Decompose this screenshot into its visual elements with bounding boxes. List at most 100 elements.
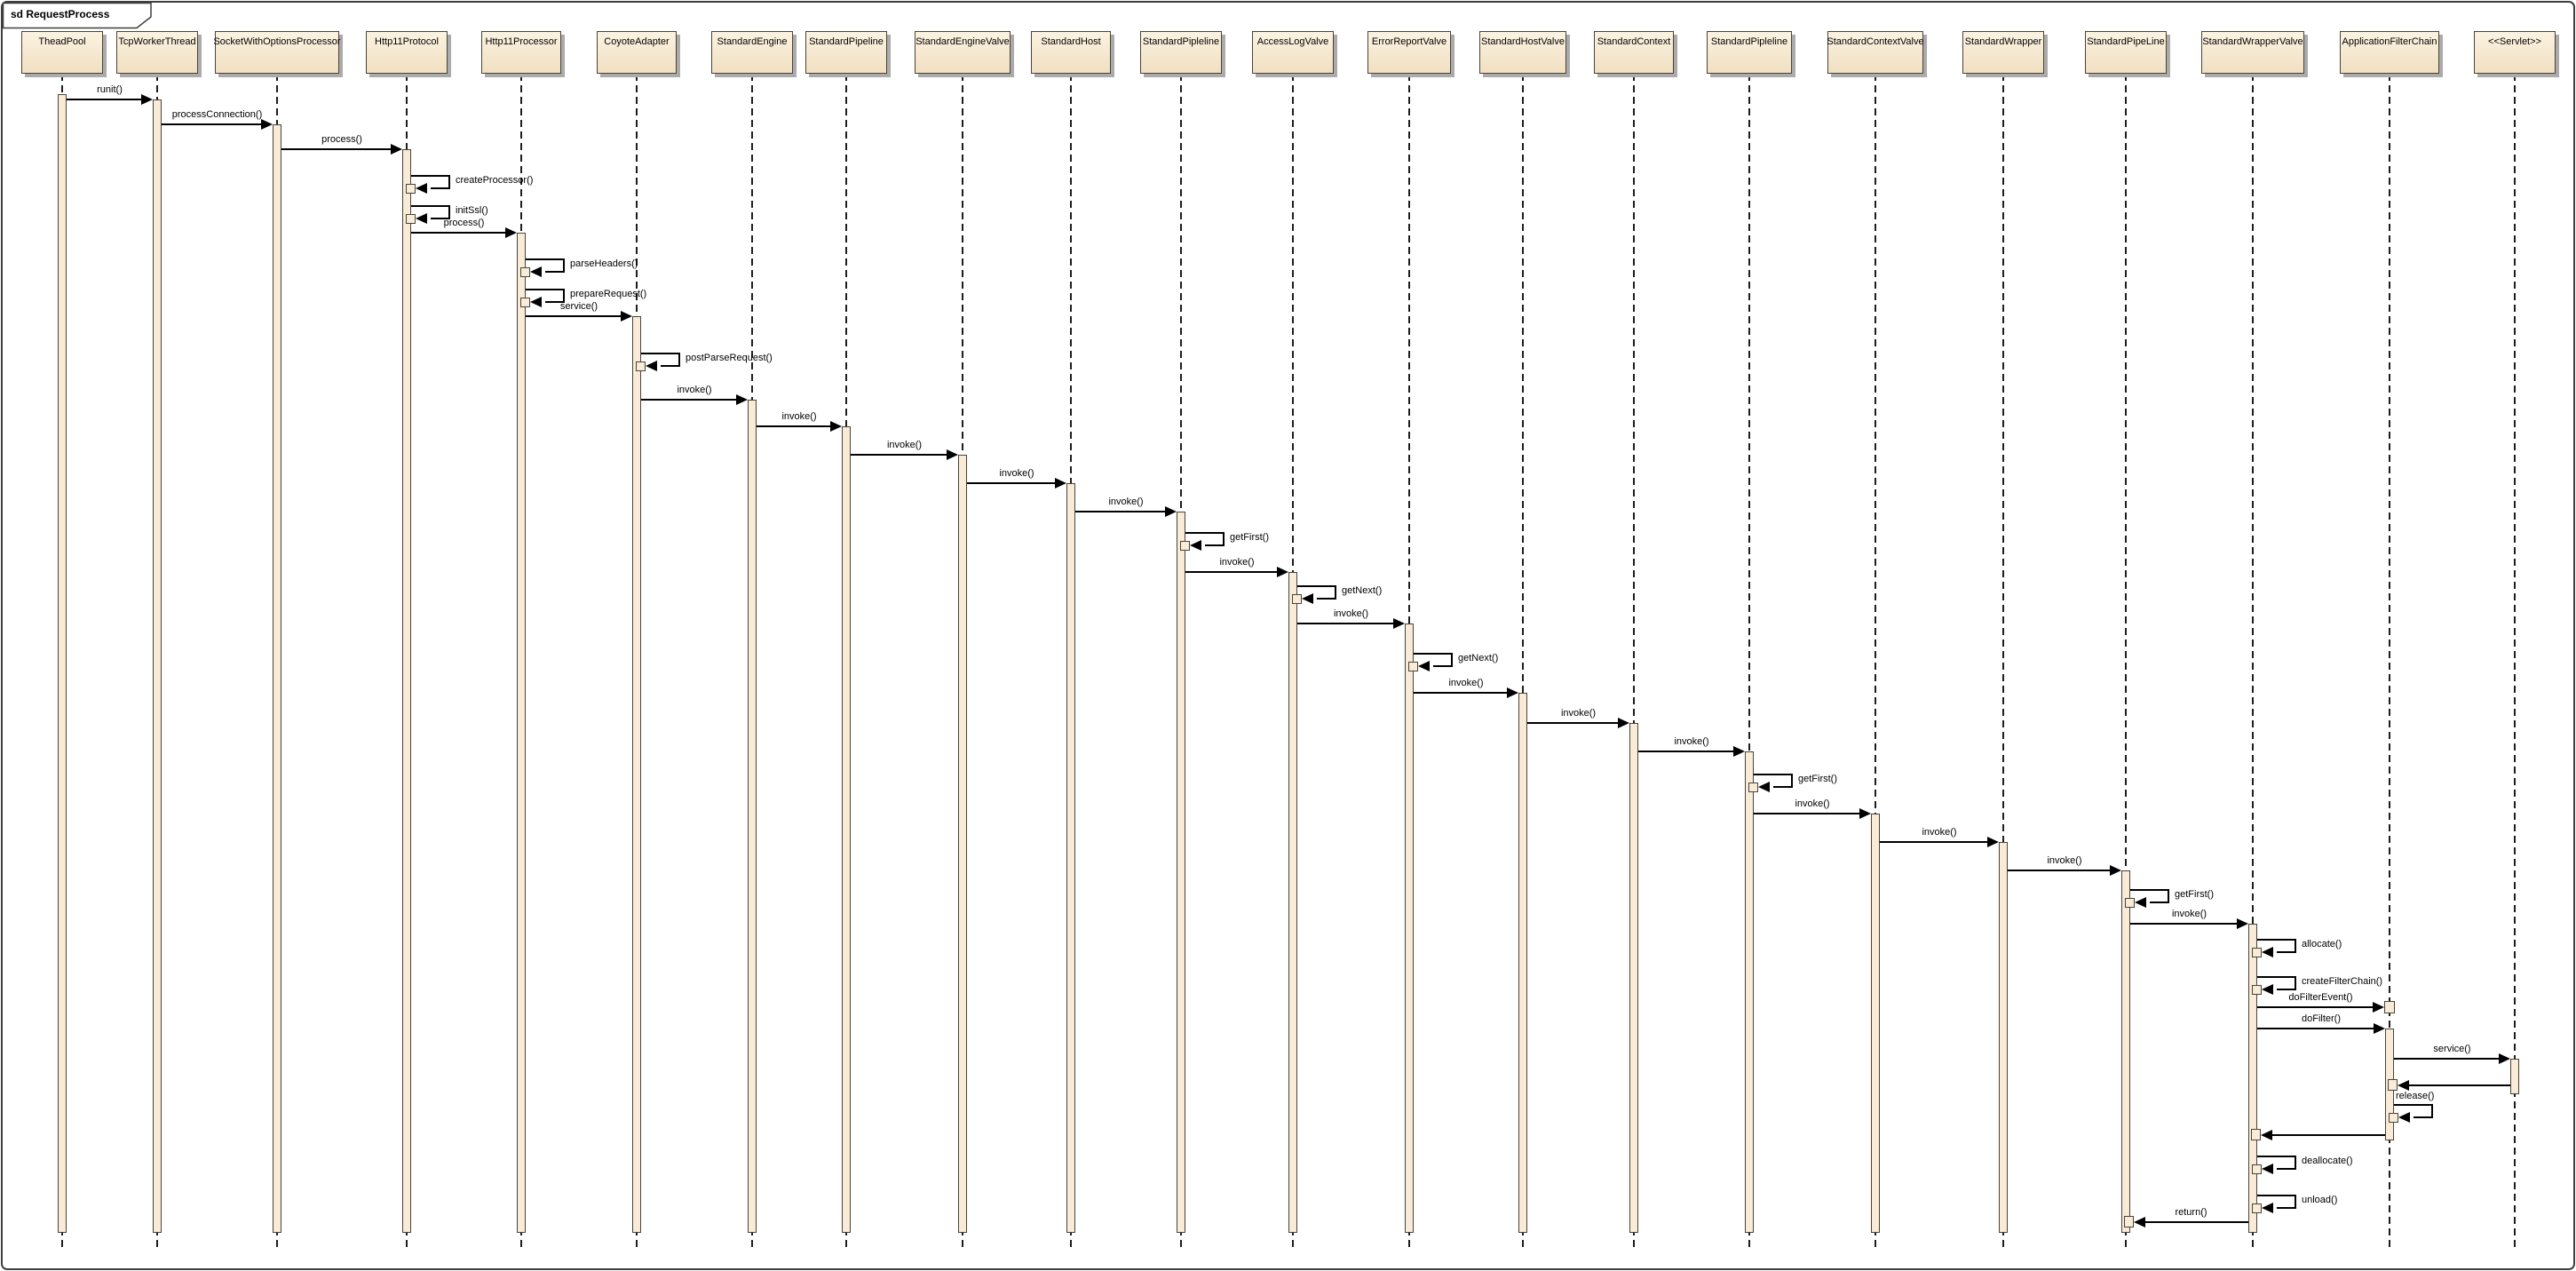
- self-message-line: [2277, 1207, 2296, 1209]
- self-message-line: [2257, 1195, 2296, 1196]
- frame-label-tab: [2, 2, 152, 29]
- activation-bar: [2248, 924, 2257, 1233]
- arrowhead-left-icon: [646, 361, 657, 371]
- activation-bar: [958, 455, 967, 1233]
- self-message-line: [2257, 1156, 2296, 1157]
- activation-bar: [1177, 512, 1185, 1233]
- nested-activation-box: [2252, 985, 2262, 995]
- participant-label: StandardEngineValve: [915, 36, 1010, 47]
- message-label: getFirst(): [2175, 889, 2214, 900]
- self-message-line: [2150, 902, 2169, 903]
- self-message-line: [431, 187, 450, 189]
- message-label: getNext(): [1458, 653, 1499, 663]
- arrowhead-right-icon: [1277, 567, 1288, 577]
- message-label: postParseRequest(): [686, 353, 773, 363]
- participant-box: [1252, 31, 1334, 74]
- participant-label: StandardWrapperValve: [2202, 36, 2303, 47]
- message-line: [851, 454, 947, 456]
- activation-bar: [402, 149, 411, 1233]
- nested-activation-box: [1748, 782, 1758, 792]
- self-message-line: [563, 289, 565, 303]
- arrowhead-left-icon: [530, 266, 542, 277]
- arrowhead-left-icon: [530, 297, 542, 307]
- participant-box: [597, 31, 677, 74]
- lifeline: [1522, 74, 1524, 1248]
- arrowhead-right-icon: [1859, 808, 1871, 819]
- message-line: [526, 315, 622, 317]
- message-line: [1185, 571, 1278, 573]
- message-line: [281, 148, 392, 150]
- activation-bar: [153, 99, 162, 1233]
- nested-activation-box: [1180, 541, 1190, 551]
- message-line: [2408, 1084, 2510, 1086]
- arrowhead-right-icon: [2499, 1053, 2510, 1064]
- participant-box: [1827, 31, 1923, 74]
- message-label: initSsl(): [456, 205, 488, 216]
- lifeline: [2125, 74, 2127, 1248]
- participant-box: [1962, 31, 2044, 74]
- arrowhead-left-icon: [2398, 1080, 2409, 1091]
- message-label: service(): [2433, 1044, 2471, 1054]
- activation-bar: [1405, 624, 1414, 1233]
- self-message-line: [1185, 532, 1225, 534]
- nested-activation-box: [520, 267, 530, 277]
- arrowhead-right-icon: [1733, 746, 1745, 757]
- lifeline: [1748, 74, 1750, 1248]
- self-message-line: [431, 218, 450, 219]
- message-label: invoke(): [2047, 855, 2082, 866]
- self-message-line: [2295, 939, 2296, 953]
- message-line: [2257, 1028, 2374, 1029]
- message-line: [641, 399, 737, 401]
- message-label: getNext(): [1342, 585, 1383, 596]
- arrowhead-right-icon: [391, 144, 402, 155]
- lifeline: [2252, 74, 2254, 1248]
- participant-box: [1031, 31, 1111, 74]
- arrowhead-right-icon: [947, 449, 958, 460]
- activation-bar: [517, 233, 526, 1233]
- nested-activation-box: [2389, 1113, 2398, 1123]
- participant-box: [1707, 31, 1792, 74]
- message-label: release(): [2396, 1091, 2435, 1101]
- arrowhead-left-icon: [2262, 1203, 2273, 1213]
- message-label: invoke(): [1448, 678, 1484, 688]
- nested-activation-box: [2252, 1203, 2262, 1213]
- participant-box: [711, 31, 793, 74]
- self-message-line: [448, 205, 450, 219]
- nested-activation-box: [636, 361, 646, 371]
- self-message-line: [2394, 1104, 2433, 1106]
- participant-box: [481, 31, 561, 74]
- participant-label: AccessLogValve: [1256, 36, 1329, 47]
- participant-box: [1594, 31, 1674, 74]
- message-label: invoke(): [1674, 736, 1709, 747]
- nested-activation-box: [406, 214, 416, 224]
- self-message-line: [448, 175, 450, 189]
- participant-box: [2201, 31, 2304, 74]
- participant-box: [1367, 31, 1451, 74]
- message-line: [1638, 751, 1734, 752]
- activation-bar: [842, 426, 851, 1233]
- participant-box: [21, 31, 103, 74]
- message-label: deallocate(): [2302, 1156, 2353, 1166]
- participant-label: StandardWrapper: [1964, 36, 2042, 47]
- arrowhead-right-icon: [1393, 618, 1405, 629]
- activation-bar: [1745, 751, 1754, 1233]
- self-message-line: [2295, 1195, 2296, 1209]
- participant-label: TcpWorkerThread: [118, 36, 196, 47]
- participant-label: StandardHostValve: [1481, 36, 1565, 47]
- message-label: getFirst(): [1230, 532, 1269, 543]
- participant-label: StandardContextValve: [1827, 36, 1924, 47]
- arrowhead-right-icon: [621, 311, 632, 322]
- arrowhead-right-icon: [2237, 918, 2248, 929]
- message-line: [2130, 923, 2238, 925]
- participant-box: [366, 31, 448, 74]
- arrowhead-right-icon: [1507, 687, 1518, 698]
- message-label: processConnection(): [171, 109, 263, 120]
- self-message-line: [1773, 786, 1793, 788]
- participant-label: SocketWithOptionsProcessor: [213, 36, 341, 47]
- self-message-line: [1317, 598, 1336, 600]
- message-label: process(): [321, 134, 362, 145]
- arrowhead-left-icon: [1302, 593, 1313, 604]
- self-message-line: [661, 365, 680, 367]
- activation-bar: [1518, 693, 1527, 1233]
